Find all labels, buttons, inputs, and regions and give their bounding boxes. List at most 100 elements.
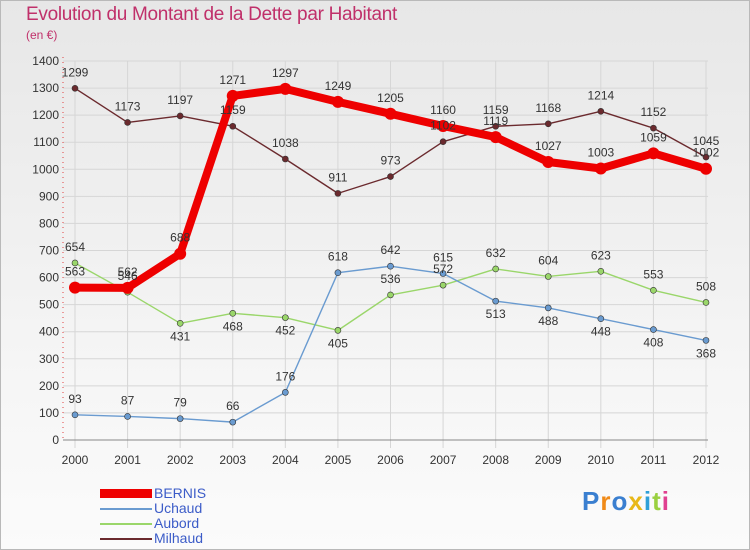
data-label-aubord: 431 (170, 329, 190, 343)
data-label-aubord: 604 (538, 253, 558, 267)
data-point-milhaud (282, 155, 289, 163)
data-label-uchaud: 93 (68, 392, 82, 406)
data-point-bernis (174, 247, 187, 260)
logo-letter: i (643, 486, 653, 516)
data-point-bernis (647, 147, 660, 160)
y-tick-label: 100 (39, 406, 59, 420)
data-label-bernis: 1249 (325, 79, 352, 93)
logo-letter: o (611, 486, 629, 516)
data-label-milhaud: 1045 (693, 134, 720, 148)
proxiti-logo: Proxiti (582, 486, 670, 517)
chart-title: Evolution du Montant de la Dette par Hab… (26, 4, 397, 25)
data-label-aubord: 623 (591, 248, 611, 262)
data-label-milhaud: 1299 (62, 65, 89, 79)
x-tick-label: 2008 (482, 453, 509, 467)
legend-swatch-milhaud (100, 538, 152, 540)
data-label-aubord: 654 (65, 240, 85, 254)
data-label-bernis: 1205 (377, 91, 404, 105)
data-point-aubord (71, 259, 79, 267)
data-point-uchaud (492, 297, 499, 305)
x-tick-label: 2009 (535, 453, 562, 467)
data-point-aubord (702, 299, 710, 306)
series-layer (69, 82, 712, 426)
data-label-milhaud: 1168 (535, 101, 561, 115)
data-label-uchaud: 368 (696, 346, 716, 360)
legend-label-uchaud: Uchaud (154, 500, 203, 516)
data-point-aubord (492, 265, 499, 273)
data-label-uchaud: 513 (486, 307, 506, 321)
data-label-uchaud: 615 (433, 251, 453, 265)
data-point-bernis (594, 162, 607, 175)
data-label-bernis: 1119 (483, 114, 508, 128)
y-tick-label: 600 (39, 271, 59, 285)
data-label-milhaud: 973 (380, 154, 400, 168)
legend-swatch-bernis (100, 489, 152, 498)
data-labels-layer: 563 562 688 1271 1297 1249 1205 1160 1119 1027 100… (62, 65, 720, 413)
data-label-milhaud: 1159 (220, 103, 246, 117)
x-tick-label: 2002 (167, 453, 194, 467)
data-point-bernis (700, 162, 712, 175)
chart-subtitle: (en €) (26, 28, 58, 42)
data-point-uchaud (282, 389, 289, 396)
y-tick-label: 700 (39, 244, 59, 258)
logo-letter: t (652, 486, 662, 516)
data-label-bernis: 1059 (640, 130, 667, 144)
data-point-aubord (650, 286, 657, 294)
y-tick-label: 1400 (32, 54, 59, 68)
data-point-uchaud (176, 415, 184, 422)
data-point-uchaud (124, 413, 131, 420)
y-tick-label: 1000 (32, 162, 59, 176)
data-point-aubord (229, 310, 237, 317)
data-point-milhaud (334, 190, 342, 197)
data-label-milhaud: 1173 (115, 99, 141, 113)
y-tick-label: 1300 (32, 81, 59, 95)
data-point-aubord (544, 273, 552, 280)
data-label-aubord: 553 (643, 267, 663, 281)
y-tick-label: 900 (39, 189, 59, 203)
legend-swatch-aubord (100, 523, 152, 525)
data-label-bernis: 1271 (219, 73, 246, 87)
x-tick-label: 2001 (114, 453, 141, 467)
data-label-uchaud: 408 (643, 336, 663, 350)
data-label-uchaud: 79 (173, 396, 187, 410)
data-point-milhaud (124, 119, 131, 126)
data-label-milhaud: 911 (328, 170, 347, 184)
data-label-uchaud: 642 (380, 243, 400, 257)
data-label-aubord: 452 (275, 324, 295, 338)
data-point-uchaud (387, 262, 394, 270)
y-tick-label: 800 (39, 216, 59, 230)
data-point-bernis (542, 155, 555, 168)
data-point-milhaud (597, 108, 605, 115)
data-point-bernis (489, 131, 502, 144)
x-tick-label: 2005 (325, 453, 352, 467)
legend-label-milhaud: Milhaud (154, 530, 204, 546)
data-label-milhaud: 1197 (167, 93, 193, 107)
data-point-bernis (437, 119, 450, 132)
data-point-bernis (279, 82, 292, 95)
data-point-milhaud (176, 112, 184, 120)
data-point-uchaud (334, 269, 342, 276)
x-tick-label: 2011 (641, 453, 667, 467)
legend-swatch-uchaud (100, 508, 152, 510)
data-label-milhaud: 1038 (272, 136, 299, 150)
data-point-milhaud (492, 122, 499, 130)
logo-letter: P (582, 486, 601, 516)
data-label-aubord: 546 (118, 269, 138, 283)
data-label-aubord: 536 (380, 272, 400, 286)
x-tick-label: 2012 (693, 453, 720, 467)
data-label-aubord: 508 (696, 279, 716, 293)
data-label-uchaud: 448 (591, 325, 611, 339)
data-label-bernis: 1297 (272, 66, 299, 80)
data-label-uchaud: 618 (328, 250, 348, 264)
axes-layer: 0 100 200 300 400 500 600 700 800 900 1000 1100 1200… (32, 54, 719, 467)
data-label-aubord: 405 (328, 336, 348, 350)
data-point-bernis (226, 89, 239, 102)
data-point-uchaud (544, 304, 552, 312)
data-point-aubord (387, 291, 394, 299)
data-point-uchaud (439, 270, 447, 277)
data-point-bernis (69, 281, 81, 294)
data-point-aubord (282, 314, 289, 321)
data-point-milhaud (439, 138, 447, 145)
